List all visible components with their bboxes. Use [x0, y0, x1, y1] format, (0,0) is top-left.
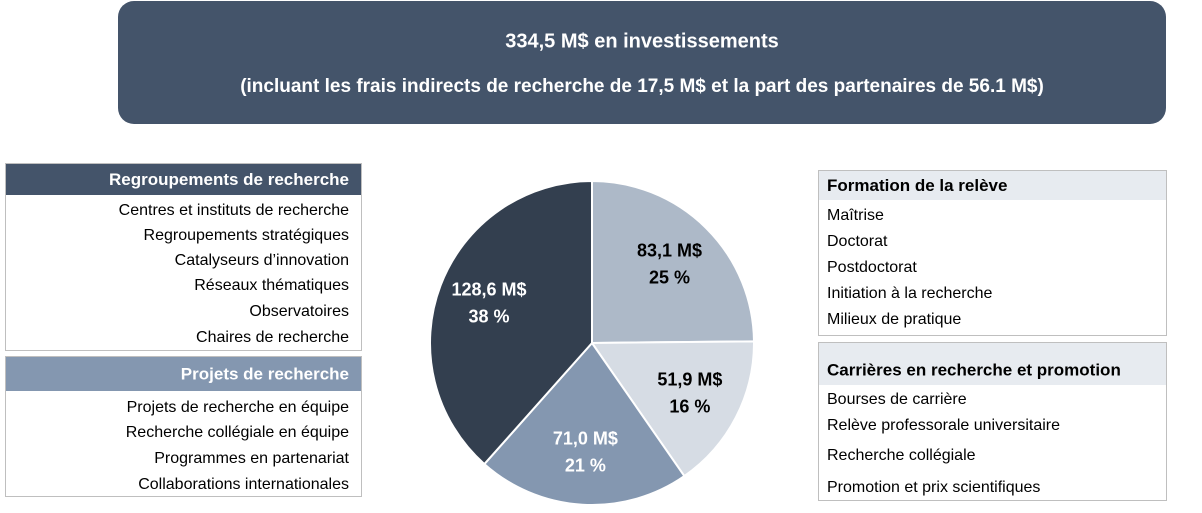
slice-percent-label: 16 %	[669, 396, 710, 416]
panel-header	[6, 164, 361, 195]
pie-slice	[429, 179, 593, 466]
panel-item: Collaborations internationales	[138, 476, 349, 493]
panel-item: Milieux de pratique	[827, 311, 961, 328]
panel-item: Relève professorale universitaire	[827, 417, 1060, 434]
slice-value-label: 128,6 M$	[452, 280, 527, 300]
panel-item: Promotion et prix scientifiques	[827, 479, 1040, 496]
panel-item: Réseaux thématiques	[194, 277, 349, 294]
panel-box	[5, 163, 362, 351]
slice-percent-label: 21 %	[565, 456, 606, 476]
panel-box	[818, 342, 1167, 501]
slice-percent-label: 38 %	[469, 307, 510, 327]
panel-item: Initiation à la recherche	[827, 285, 993, 302]
panel-item: Doctorat	[827, 233, 888, 250]
slice-value-label: 51,9 M$	[657, 369, 722, 389]
chart-title: 334,5 M$ en investissements	[505, 30, 778, 52]
panel-item: Catalyseurs d’innovation	[175, 252, 349, 269]
panel-header	[819, 171, 1166, 200]
panel-header	[6, 357, 361, 391]
panel-header	[819, 343, 1166, 385]
panel-item: Postdoctorat	[827, 259, 917, 276]
panel-item: Regroupements stratégiques	[144, 227, 349, 244]
pie-slice	[482, 341, 686, 506]
panel-box	[5, 356, 362, 497]
panel-item: Programmes en partenariat	[154, 450, 349, 467]
panel-title: Projets de recherche	[181, 364, 349, 383]
pie-slice	[591, 179, 756, 345]
panel-item: Maîtrise	[827, 207, 884, 224]
panel-item: Bourses de carrière	[827, 391, 967, 408]
panel-title: Carrières en recherche et promotion	[827, 360, 1121, 379]
pie-slice	[590, 340, 755, 478]
panel-item: Recherche collégiale	[827, 447, 976, 464]
panel-item: Projets de recherche en équipe	[127, 399, 349, 416]
panel-item: Recherche collégiale en équipe	[126, 424, 349, 441]
panel-title: Regroupements de recherche	[109, 170, 349, 189]
panel-title: Formation de la relève	[827, 176, 1007, 195]
panel-box	[818, 170, 1167, 336]
slice-value-label: 83,1 M$	[637, 240, 702, 260]
banner	[118, 1, 1166, 124]
panel-item: Observatoires	[249, 303, 349, 320]
slice-value-label: 71,0 M$	[553, 429, 618, 449]
panel-item: Centres et instituts de recherche	[119, 202, 349, 219]
slice-percent-label: 25 %	[649, 267, 690, 287]
chart-subtitle: (incluant les frais indirects de recherc…	[240, 76, 1044, 97]
panel-item: Chaires de recherche	[196, 329, 349, 346]
